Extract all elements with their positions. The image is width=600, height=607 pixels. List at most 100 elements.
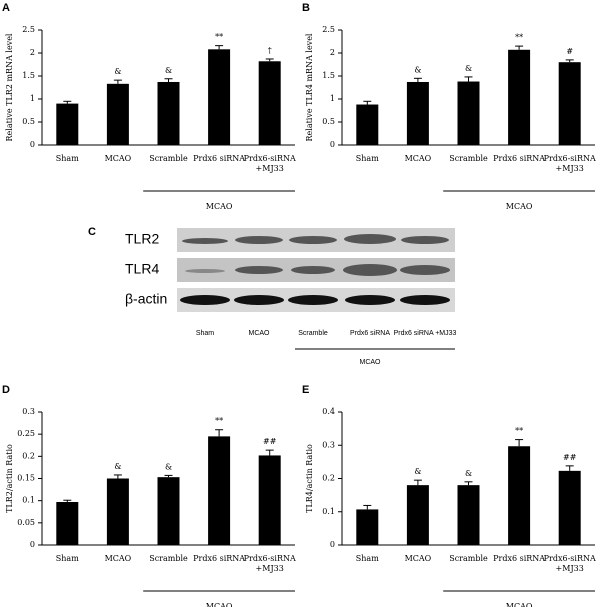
significance-label: & — [114, 462, 121, 471]
band — [182, 238, 228, 244]
y-tick-label: 1 — [330, 94, 335, 103]
row-label: TLR2 — [125, 231, 159, 247]
group-label: MCAO — [206, 202, 233, 211]
significance-label: ** — [515, 33, 523, 42]
band — [235, 236, 283, 244]
x-tick-label: Sham — [356, 154, 379, 163]
band — [291, 266, 335, 274]
significance-label: & — [165, 462, 172, 471]
panel-letter: D — [2, 384, 10, 396]
significance-label: & — [165, 66, 172, 75]
y-tick-label: 0.1 — [22, 496, 35, 505]
band — [343, 264, 397, 276]
y-tick-label: 2.5 — [22, 25, 35, 34]
bar — [457, 81, 480, 145]
group-label: MCAO — [360, 359, 382, 366]
significance-label: & — [465, 64, 472, 73]
bar — [356, 104, 379, 145]
bar — [356, 509, 379, 545]
group-label: MCAO — [506, 602, 533, 607]
band — [345, 295, 395, 305]
y-tick-label: 1.5 — [322, 71, 335, 80]
band — [344, 234, 396, 244]
panel-letter: E — [302, 384, 309, 396]
band — [235, 266, 283, 274]
panel-letter: C — [88, 226, 96, 238]
bar — [106, 478, 129, 545]
bar — [508, 446, 531, 545]
x-tick-label: MCAO — [105, 154, 132, 163]
bar — [106, 83, 129, 145]
bar — [508, 49, 531, 145]
band — [288, 295, 338, 305]
y-tick-label: 0 — [30, 140, 35, 149]
significance-label: # — [566, 47, 573, 56]
y-tick-label: 0.4 — [322, 407, 335, 416]
significance-label: ## — [563, 453, 577, 462]
significance-label: ** — [515, 427, 523, 436]
bar — [208, 436, 231, 545]
y-tick-label: 0 — [30, 540, 35, 549]
y-tick-label: 2.5 — [322, 25, 335, 34]
bar — [258, 61, 281, 145]
significance-label: † — [268, 46, 272, 55]
x-tick-label: Scramble — [149, 154, 188, 163]
row-label: TLR4 — [125, 261, 159, 277]
y-tick-label: 0.3 — [322, 440, 335, 449]
significance-label: & — [414, 65, 421, 74]
x-tick-label: Prdx6 siRNA — [493, 554, 545, 563]
bar — [457, 485, 480, 545]
lane-label: Prdx6 siRNA — [350, 330, 390, 337]
band — [234, 295, 284, 305]
x-tick-label: Sham — [56, 554, 79, 563]
y-tick-label: 0.5 — [322, 117, 335, 126]
lane-label: Scramble — [298, 330, 328, 337]
band — [401, 236, 449, 244]
x-tick-label: Prdx6-siRNA +MJ33 — [544, 554, 596, 573]
y-tick-label: 0.1 — [322, 507, 335, 516]
band — [400, 265, 450, 275]
bar — [558, 470, 581, 545]
y-axis-label: Relative TLR4 mRNA level — [305, 33, 314, 141]
lane-label: Prdx6 siRNA +MJ33 — [394, 330, 457, 337]
y-axis-label: TLR2/actin Ratio — [5, 444, 14, 513]
y-tick-label: 2 — [330, 48, 335, 57]
band — [185, 269, 225, 273]
y-tick-label: 0.5 — [22, 117, 35, 126]
bar — [157, 81, 180, 145]
bar — [406, 81, 429, 145]
x-tick-label: Scramble — [449, 554, 488, 563]
x-tick-label: Scramble — [449, 154, 488, 163]
y-tick-label: 0 — [330, 540, 335, 549]
panel-letter: B — [302, 2, 310, 14]
y-axis-label: Relative TLR2 mRNA level — [5, 33, 14, 141]
lane-label: MCAO — [249, 330, 271, 337]
y-tick-label: 0.05 — [17, 518, 35, 527]
y-tick-label: 0 — [330, 140, 335, 149]
group-label: MCAO — [506, 202, 533, 211]
bar — [208, 49, 231, 145]
y-tick-label: 1.5 — [22, 71, 35, 80]
western-blot: C TLR2 TLR4 β-actin Sham MCAO Scramble P… — [88, 226, 457, 366]
y-tick-label: 0.3 — [22, 407, 35, 416]
significance-label: ## — [263, 437, 277, 446]
y-tick-label: 0.2 — [22, 451, 35, 460]
x-tick-label: Scramble — [149, 554, 188, 563]
x-tick-label: MCAO — [105, 554, 132, 563]
significance-label: & — [414, 467, 421, 476]
y-tick-label: 2 — [30, 48, 35, 57]
x-tick-label: Sham — [56, 154, 79, 163]
x-tick-label: Prdx6 siRNA — [493, 154, 545, 163]
bar — [558, 62, 581, 146]
y-tick-label: 1 — [30, 94, 35, 103]
significance-label: ** — [215, 33, 223, 42]
bar — [157, 477, 180, 545]
bar — [56, 103, 79, 145]
panel-letter: A — [2, 2, 10, 14]
x-tick-label: MCAO — [405, 154, 432, 163]
band — [400, 295, 450, 305]
x-tick-label: Prdx6-siRNA +MJ33 — [244, 154, 296, 173]
x-tick-label: Prdx6 siRNA — [193, 554, 245, 563]
bands — [180, 234, 450, 305]
